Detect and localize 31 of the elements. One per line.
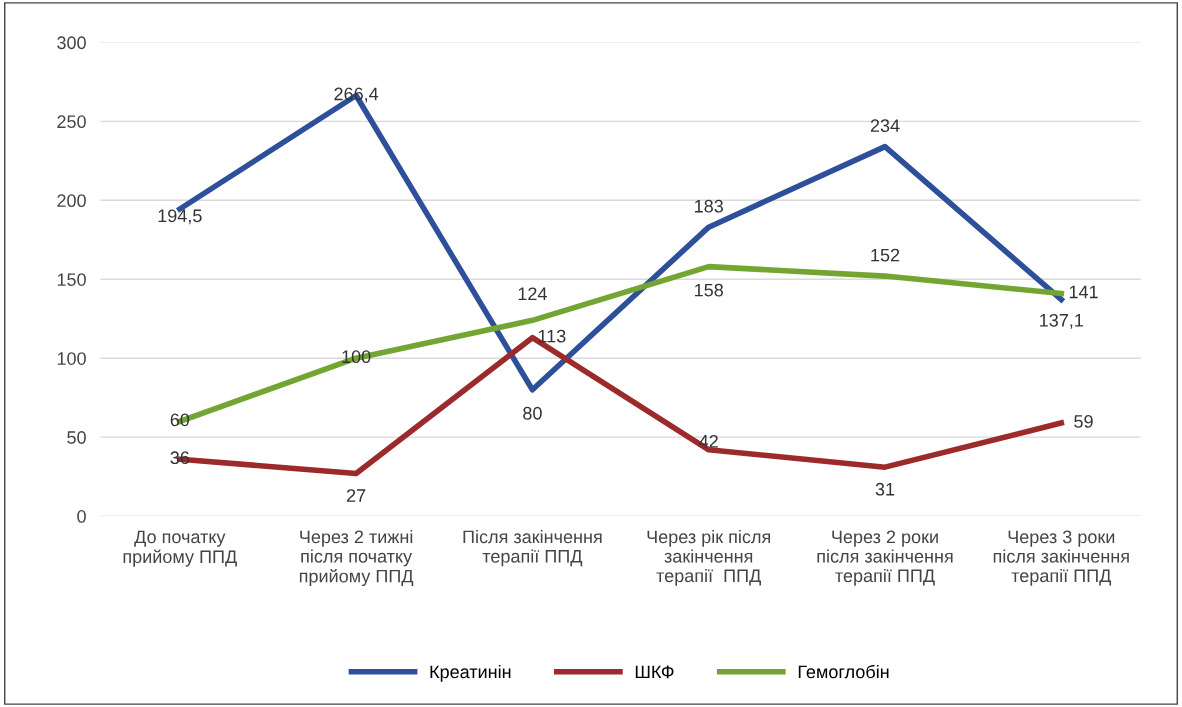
x-tick-label: Через 3 роки після закінчення терапії ППД — [993, 530, 1129, 586]
y-tick-label: 200 — [57, 194, 86, 208]
legend-label: Креатинін — [430, 664, 511, 682]
data-label: 113 — [538, 329, 566, 343]
data-label: 194,5 — [158, 209, 202, 225]
x-tick-label: Через 2 тижні після початку прийому ППД — [299, 530, 414, 587]
data-label: 59 — [1074, 415, 1093, 428]
data-label: 141 — [1069, 285, 1098, 299]
data-label: 124 — [518, 287, 547, 300]
y-tick-label: 150 — [57, 273, 86, 286]
y-tick-label: 250 — [57, 115, 86, 129]
x-tick-label: Через рік після закінчення терапії ППД — [647, 530, 771, 586]
data-label: 137,1 — [1040, 313, 1084, 329]
y-tick-label: 50 — [67, 431, 86, 444]
legend-label: ШКФ — [635, 665, 674, 679]
legend-label: Гемоглобін — [798, 664, 889, 679]
y-tick-label: 0 — [77, 510, 86, 523]
data-label: 27 — [346, 489, 366, 502]
y-tick-label: 100 — [57, 352, 86, 365]
data-label: 31 — [875, 482, 895, 496]
x-tick-label: Через 2 роки після закінчення терапії ППД — [817, 530, 953, 586]
data-label: 158 — [695, 283, 723, 297]
data-label: 266,4 — [334, 87, 379, 103]
data-label: 80 — [523, 406, 542, 420]
data-label: 183 — [695, 199, 723, 213]
y-tick-label: 300 — [57, 36, 86, 50]
x-tick-label: До початку прийому ППД — [123, 530, 237, 567]
data-label: 42 — [699, 434, 718, 448]
x-tick-label: Після закінчення терапії ППД — [463, 530, 602, 567]
data-label: 152 — [871, 248, 900, 262]
data-label: 234 — [870, 119, 900, 133]
